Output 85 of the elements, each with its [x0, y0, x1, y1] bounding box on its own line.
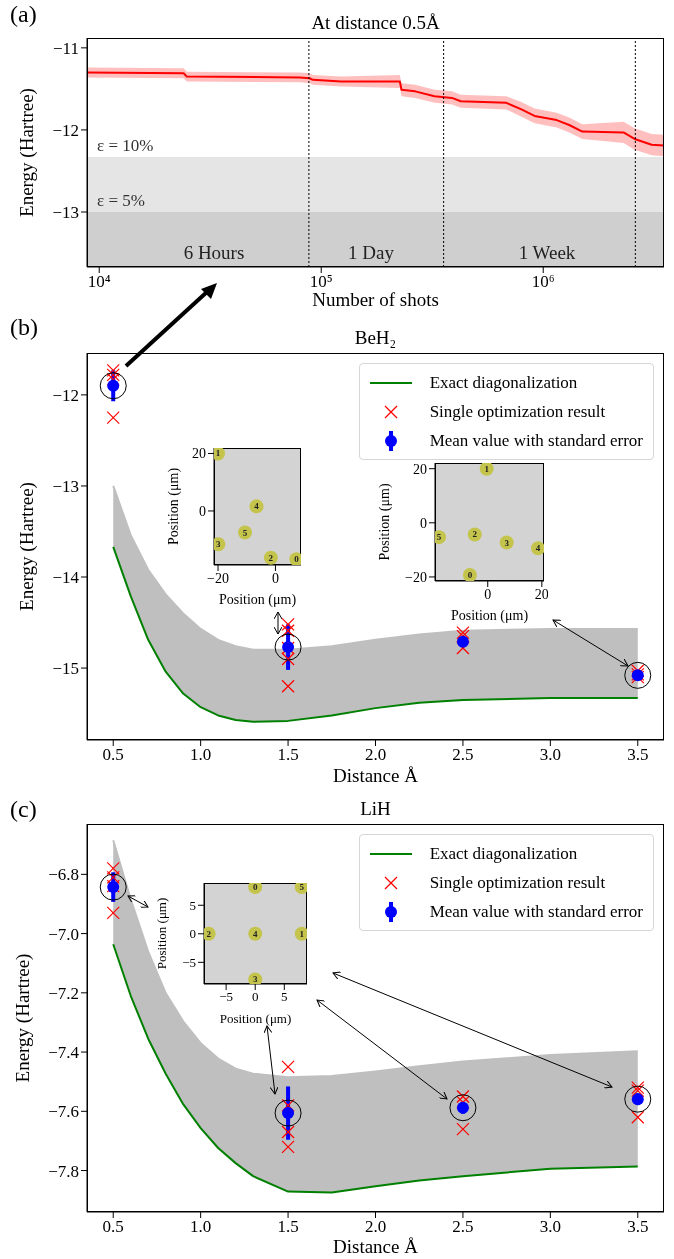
annotation: 3 — [252, 974, 258, 985]
annotation: 1 — [215, 448, 221, 459]
x-axis-title: Position (μm) — [450, 608, 529, 624]
x-tick-label: 10⁵ — [309, 272, 333, 292]
x-tick-label: 0 — [251, 989, 259, 1005]
chart-title: LiH — [359, 798, 392, 820]
x-tick-label: 2.5 — [452, 745, 474, 765]
legend-label: Mean value with standard error — [429, 901, 643, 922]
annotation: 2 — [268, 552, 274, 563]
x-tick-label: 1.0 — [190, 1217, 212, 1237]
text: (a) — [10, 0, 37, 28]
y-axis-title: Position (μm) — [165, 467, 182, 546]
x-tick-label: 2.0 — [364, 1217, 387, 1237]
text: (b) — [10, 313, 38, 341]
x-axis-title: Number of shots — [312, 289, 439, 310]
x-tick-label: 3.0 — [539, 1217, 561, 1237]
annotation: 0 — [252, 881, 258, 892]
x-tick-label: 2.5 — [452, 1217, 474, 1237]
legend-label: Exact diagonalization — [429, 843, 578, 864]
legend-label: Exact diagonalization — [429, 372, 578, 393]
text: (c) — [10, 795, 37, 823]
y-tick-label: −12 — [52, 385, 79, 405]
annotation: 2 — [206, 928, 212, 939]
legend-label: Mean value with standard error — [429, 430, 643, 451]
x-axis-title: Position (μm) — [219, 1011, 292, 1026]
y-tick-label: −7.2 — [48, 983, 79, 1003]
y-axis-title: Energy (Hartree) — [11, 953, 34, 1083]
band-label: ε = 5% — [97, 191, 145, 211]
y-tick-label: −13 — [52, 476, 79, 496]
y-tick-label: 20 — [413, 461, 427, 477]
x-tick-label: 0.5 — [102, 1217, 124, 1237]
y-tick-label: −12 — [52, 120, 79, 140]
y-tick-label: −6.8 — [48, 865, 79, 885]
annotation: 4 — [535, 543, 541, 554]
y-axis-title: Energy (Hartree) — [15, 88, 38, 217]
x-tick-label: 10⁴ — [87, 272, 111, 292]
y-axis-title: Position (μm) — [376, 483, 393, 561]
annotation: 0 — [294, 554, 300, 565]
x-tick-label: 1.5 — [277, 745, 299, 765]
legend-label: Single optimization result — [429, 872, 606, 893]
y-tick-label: 0 — [420, 515, 427, 531]
annotation: 3 — [216, 539, 222, 550]
chart-title: At distance 0.5Å — [310, 12, 441, 34]
annotation: 5 — [436, 532, 442, 543]
annotation: 2 — [472, 529, 478, 540]
x-tick-label: 10⁶ — [531, 272, 555, 292]
annotation: 3 — [504, 537, 510, 548]
x-tick-label: 3.5 — [627, 1217, 649, 1237]
y-axis-title: Energy (Hartree) — [15, 482, 38, 611]
y-tick-label: −7.6 — [48, 1102, 79, 1122]
annotation: 1 — [299, 928, 305, 939]
legend-label: Single optimization result — [429, 401, 606, 422]
annotation: 1 — [484, 463, 490, 474]
chart-title: BeH₂ — [353, 327, 398, 349]
x-tick-label: 0.5 — [102, 745, 124, 765]
y-tick-label: −11 — [53, 38, 79, 58]
x-tick-label: 3.0 — [539, 745, 561, 765]
y-tick-label: 5 — [189, 897, 196, 913]
x-tick-label: 3.5 — [627, 745, 649, 765]
annotation: 4 — [252, 928, 258, 939]
y-tick-label: −13 — [52, 203, 79, 223]
annotation: 1 Week — [517, 242, 577, 264]
x-axis-title: Distance Å — [333, 765, 419, 786]
annotation: 6 Hours — [182, 242, 246, 264]
annotation: 4 — [254, 501, 260, 512]
x-tick-label: 2.0 — [364, 745, 387, 765]
x-axis-title: Position (μm) — [218, 592, 297, 608]
y-axis-title: Position (μm) — [153, 897, 169, 970]
x-tick-label: 1.0 — [190, 745, 212, 765]
annotation: 5 — [242, 527, 248, 538]
y-tick-label: 20 — [192, 446, 206, 462]
annotation: 5 — [299, 881, 305, 892]
annotation: 1 Day — [347, 242, 395, 264]
y-tick-label: −7.4 — [48, 1043, 80, 1063]
y-tick-label: −7.8 — [48, 1161, 79, 1181]
x-tick-label: 5 — [281, 989, 288, 1005]
x-tick-label: 1.5 — [277, 1217, 299, 1237]
band-label: ε = 10% — [97, 136, 154, 156]
x-tick-label: −5 — [219, 989, 234, 1005]
y-tick-label: −7.0 — [48, 924, 79, 944]
y-tick-label: −5 — [182, 954, 196, 970]
y-tick-label: −15 — [52, 659, 79, 679]
y-tick-label: 0 — [189, 926, 196, 942]
x-axis-title: Distance Å — [333, 1236, 419, 1257]
y-tick-label: −14 — [52, 568, 80, 588]
